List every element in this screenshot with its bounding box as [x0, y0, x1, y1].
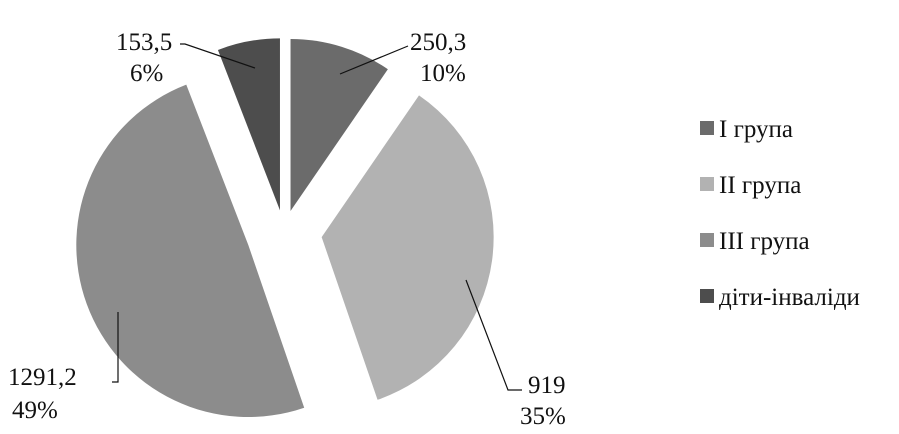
slice-percent-label-2: 35% — [520, 403, 566, 430]
legend-label-1: І група — [719, 116, 793, 143]
leader-line-2 — [465, 279, 522, 391]
slice-value-label-2: 919 — [528, 372, 566, 399]
leader-lines — [112, 43, 522, 391]
data-labels: 250,3 10% 919 35% 1291,2 49% 153,5 6% — [8, 29, 566, 430]
pie-slice-1 — [290, 38, 388, 211]
legend-label-4: діти-інваліди — [719, 284, 860, 311]
slice-value-label-4: 153,5 — [116, 29, 172, 56]
legend-swatch-4 — [700, 289, 714, 303]
leader-line-4 — [180, 43, 256, 69]
legend-label-2: ІІ група — [719, 172, 801, 199]
pie-slices — [76, 38, 494, 418]
slice-value-label-1: 250,3 — [410, 29, 466, 56]
slice-percent-label-3: 49% — [12, 397, 58, 424]
legend: І група ІІ група ІІІ група діти-інваліди — [700, 116, 860, 311]
pie-slice-3 — [76, 84, 305, 418]
pie-slice-2 — [321, 95, 494, 400]
leader-line-3 — [112, 312, 119, 383]
legend-swatch-1 — [700, 121, 714, 135]
legend-swatch-2 — [700, 177, 714, 191]
pie-slice-4 — [217, 38, 280, 211]
legend-label-3: ІІІ група — [719, 228, 810, 255]
leader-line-1 — [339, 45, 409, 75]
slice-percent-label-1: 10% — [420, 60, 466, 87]
slice-percent-label-4: 6% — [130, 60, 163, 87]
legend-swatch-3 — [700, 233, 714, 247]
slice-value-label-3: 1291,2 — [8, 364, 77, 391]
